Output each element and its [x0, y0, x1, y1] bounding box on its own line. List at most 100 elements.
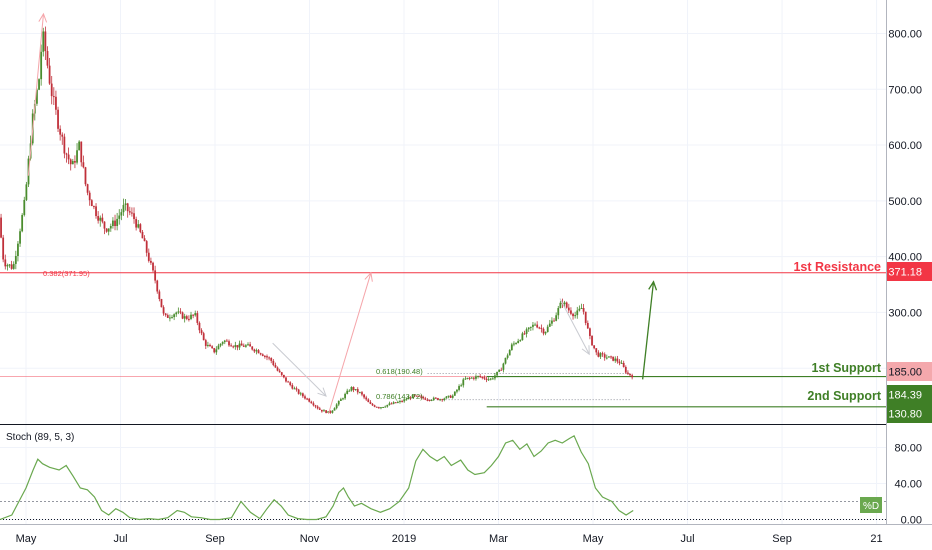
support-2-price-tag: [887, 404, 932, 423]
candle-body: [365, 397, 368, 400]
candle-body: [177, 311, 180, 313]
candle-body: [263, 355, 266, 357]
candle-body: [510, 344, 513, 351]
candle-body: [472, 377, 475, 379]
candle-body: [470, 377, 473, 379]
candle-body: [458, 386, 460, 390]
candle-body: [295, 388, 298, 390]
time-tick-label: 21: [870, 533, 882, 545]
candle-body: [141, 231, 144, 239]
candle-body: [466, 377, 469, 379]
candle-body: [620, 362, 623, 364]
candle-body: [312, 403, 315, 406]
candle-body: [314, 405, 317, 407]
resistance-label: 1st Resistance: [793, 260, 881, 274]
time-axis-ticks: May Jul Sep Nov 2019 Mar May Jul Sep 21: [16, 533, 883, 545]
support-1-price-text: 185.00: [888, 367, 922, 379]
candle-body: [517, 340, 520, 344]
candle-body: [38, 79, 40, 90]
candle-body: [420, 396, 422, 398]
impulse-arrow-up-head: [38, 12, 48, 23]
current-price-tag: [887, 385, 932, 404]
candle-body: [259, 353, 262, 355]
candle-body: [103, 221, 106, 229]
candle-body: [310, 401, 313, 404]
candle-body: [238, 343, 241, 348]
candle-body: [316, 406, 319, 409]
candle-body: [240, 343, 243, 346]
candle-body: [52, 96, 55, 98]
candle-body: [36, 89, 38, 104]
candle-body: [97, 216, 100, 221]
candle-body: [166, 315, 169, 318]
candle-body: [190, 314, 192, 319]
candle-body: [221, 342, 224, 344]
candle-body: [610, 356, 612, 358]
candle-body: [407, 397, 410, 400]
pullback-arrow-down-head: [317, 387, 327, 397]
candle-body: [244, 345, 247, 347]
candle-body: [527, 327, 530, 330]
candle-body: [369, 402, 372, 404]
price-tick-label: 400.00: [888, 252, 922, 264]
candle-body: [599, 353, 602, 357]
candle-body: [12, 263, 15, 269]
support-2-label: 2nd Support: [807, 389, 881, 403]
price-labels: 1st Resistance 1st Support 2nd Support 0…: [43, 260, 932, 513]
pullback-arrow-2: [559, 298, 590, 355]
candle-body: [194, 313, 197, 316]
candle-body: [200, 330, 203, 334]
candle-body: [565, 302, 568, 308]
candle-body: [603, 354, 606, 358]
candle-body: [532, 324, 534, 327]
candle-body: [529, 326, 532, 328]
candle-body: [171, 317, 173, 319]
candle-body: [209, 344, 211, 347]
candle-body: [86, 184, 89, 193]
candle-body: [164, 313, 167, 316]
candle-body: [247, 344, 249, 346]
candle-body: [318, 408, 321, 410]
candle-body: [392, 402, 395, 404]
price-tick-label: 300.00: [888, 307, 922, 319]
candle-body: [548, 323, 551, 327]
support-1-label: 1st Support: [812, 361, 882, 375]
candle-body: [78, 141, 81, 151]
candle-body: [477, 375, 479, 377]
candle-body: [363, 394, 365, 398]
candle-body: [185, 316, 188, 319]
candle-body: [257, 350, 260, 354]
time-tick-label: Sep: [772, 533, 792, 545]
candle-body: [557, 308, 560, 316]
candle-body: [124, 203, 127, 205]
candle-body: [183, 316, 186, 319]
candle-body: [489, 378, 492, 380]
candle-body: [485, 378, 488, 380]
candle-body: [354, 389, 357, 391]
candle-body: [8, 264, 11, 266]
candle-body: [46, 51, 49, 66]
projection-arrow-pink-head: [364, 271, 373, 282]
price-tick-label: 800.00: [888, 28, 922, 40]
candle-body: [546, 326, 549, 332]
time-tick-label: Mar: [489, 533, 508, 545]
candle-body: [122, 204, 125, 213]
stoch-tick-label: 80.00: [894, 443, 922, 455]
candle-body: [116, 218, 119, 227]
candle-body: [131, 212, 133, 214]
projection-arrow-pink: [327, 272, 372, 415]
candle-body: [109, 226, 112, 229]
candle-body: [350, 387, 353, 391]
time-tick-label: Jul: [113, 533, 127, 545]
stoch-tick-label: 40.00: [894, 479, 922, 491]
candle-body: [215, 349, 218, 353]
candle-body: [280, 372, 283, 375]
candle-body: [308, 398, 311, 402]
candle-body: [367, 399, 370, 403]
candle-body: [169, 317, 171, 319]
pullback-arrow-down: [272, 342, 327, 397]
candle-body: [42, 31, 45, 52]
candle-body: [202, 333, 205, 341]
candle-body: [50, 83, 53, 97]
